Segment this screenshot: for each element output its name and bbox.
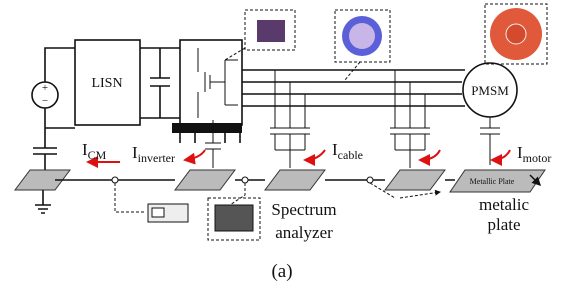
diagram: +− LISN PMSM ICM Iinverter Icable Imotor…: [0, 0, 563, 290]
annotation: metalic: [479, 195, 529, 214]
current-subscript: cable: [338, 148, 363, 162]
plate-label: Metallic Plate: [470, 177, 515, 186]
current-label: ICM: [82, 140, 107, 162]
lisn-label: LISN: [91, 76, 122, 91]
svg-text:−: −: [42, 95, 48, 107]
current-label: Icable: [332, 140, 363, 162]
annotation: analyzer: [275, 223, 333, 242]
current-label: Imotor: [517, 143, 551, 165]
current-subscript: motor: [523, 151, 552, 165]
current-label: Iinverter: [132, 143, 175, 165]
current-subscript: inverter: [138, 151, 175, 165]
annotation: Spectrum: [271, 200, 336, 219]
annotation: plate: [487, 215, 520, 234]
caption: (a): [271, 261, 292, 282]
current-subscript: CM: [88, 148, 107, 162]
motor-label: PMSM: [471, 83, 509, 98]
svg-text:+: +: [42, 82, 48, 94]
